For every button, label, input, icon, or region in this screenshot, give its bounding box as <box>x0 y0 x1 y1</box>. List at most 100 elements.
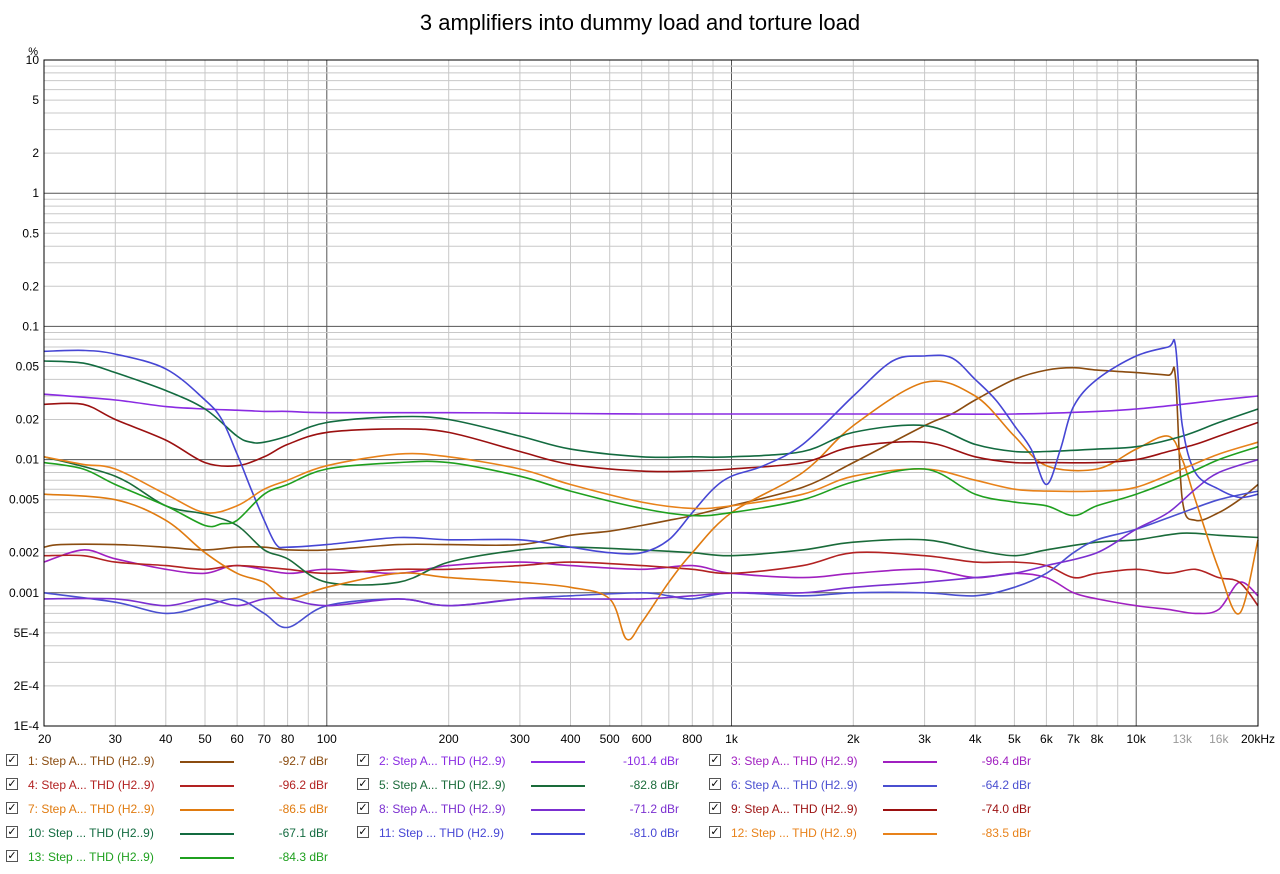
series-visibility-checkbox[interactable]: ✓ <box>709 825 721 838</box>
legend-series-name: 6: Step A... THD (H2..9) <box>731 778 858 792</box>
y-tick-label: 10 <box>26 53 40 67</box>
legend-color-swatch <box>531 785 585 787</box>
y-tick-label: 0.1 <box>22 319 39 333</box>
axis-ticks: 10 5 2 1 0.5 0.2 0.1 0.05 0.02 0.01 0.005 0.002 0.00… <box>9 53 1275 746</box>
y-tick-label: 2 <box>32 146 39 160</box>
y-tick-label: 0.5 <box>22 226 39 240</box>
x-tick-label: 4k <box>969 732 983 746</box>
legend: ✓ 1: Step A... THD (H2..9) -92.7 dBr ✓ 2: St… <box>0 752 1280 874</box>
legend-series-value: -64.2 dBr <box>981 778 1031 792</box>
legend-color-swatch <box>883 761 937 763</box>
series-visibility-checkbox[interactable]: ✓ <box>6 753 18 766</box>
x-tick-label: 800 <box>682 732 702 746</box>
series-line-2 <box>43 393 1259 415</box>
series-line-7 <box>43 380 1259 641</box>
x-tick-label: 100 <box>317 732 337 746</box>
y-tick-label: 0.2 <box>22 279 39 293</box>
x-tick-label: 5k <box>1008 732 1022 746</box>
x-tick-label: 400 <box>560 732 580 746</box>
plot-frame <box>43 59 1259 727</box>
legend-color-swatch <box>180 785 234 787</box>
y-tick-label: 1 <box>32 186 39 200</box>
series-visibility-checkbox[interactable]: ✓ <box>6 825 18 838</box>
legend-series-name: 7: Step A... THD (H2..9) <box>28 802 155 816</box>
x-tick-label: 6k <box>1040 732 1054 746</box>
x-tick-label: 20 <box>38 732 52 746</box>
legend-item-12: ✓ 12: Step ... THD (H2..9) -83.5 dBr <box>709 824 1039 844</box>
x-tick-label: 2k <box>847 732 861 746</box>
series-line-5 <box>43 456 1259 586</box>
legend-series-name: 2: Step A... THD (H2..9) <box>379 754 506 768</box>
series-visibility-checkbox[interactable]: ✓ <box>6 849 18 862</box>
x-tick-label: 60 <box>230 732 244 746</box>
series-line-13 <box>43 445 1259 528</box>
legend-color-swatch <box>531 833 585 835</box>
x-tick-label: 600 <box>632 732 652 746</box>
y-tick-label: 0.005 <box>9 493 39 507</box>
legend-item-10: ✓ 10: Step ... THD (H2..9) -67.1 dBr <box>6 824 336 844</box>
y-tick-label: 0.001 <box>9 586 39 600</box>
grid-lines <box>43 59 1259 727</box>
x-tick-label: 16k <box>1209 732 1229 746</box>
legend-item-13: ✓ 13: Step ... THD (H2..9) -84.3 dBr <box>6 848 336 868</box>
legend-color-swatch <box>883 833 937 835</box>
legend-series-name: 12: Step ... THD (H2..9) <box>731 826 857 840</box>
legend-color-swatch <box>883 785 937 787</box>
legend-item-9: ✓ 9: Step A... THD (H2..9) -74.0 dBr <box>709 800 1039 820</box>
legend-series-name: 5: Step A... THD (H2..9) <box>379 778 506 792</box>
series-visibility-checkbox[interactable]: ✓ <box>709 777 721 790</box>
x-tick-label: 30 <box>109 732 123 746</box>
series-visibility-checkbox[interactable]: ✓ <box>6 777 18 790</box>
legend-series-name: 3: Step A... THD (H2..9) <box>731 754 858 768</box>
series-visibility-checkbox[interactable]: ✓ <box>709 801 721 814</box>
legend-series-value: -84.3 dBr <box>278 850 328 864</box>
series-line-9 <box>43 402 1259 473</box>
series-visibility-checkbox[interactable]: ✓ <box>357 753 369 766</box>
legend-series-value: -74.0 dBr <box>981 802 1031 816</box>
y-tick-label: 5 <box>32 93 39 107</box>
y-tick-label: 1E-4 <box>14 719 40 733</box>
legend-item-11: ✓ 11: Step ... THD (H2..9) -81.0 dBr <box>357 824 687 844</box>
legend-series-value: -71.2 dBr <box>629 802 679 816</box>
legend-series-name: 10: Step ... THD (H2..9) <box>28 826 154 840</box>
y-axis-unit: % <box>28 46 38 58</box>
thd-chart: 3 amplifiers into dummy load and torture… <box>9 10 1275 746</box>
series-line-4 <box>43 551 1259 607</box>
legend-item-6: ✓ 6: Step A... THD (H2..9) -64.2 dBr <box>709 776 1039 796</box>
legend-color-swatch <box>180 809 234 811</box>
legend-color-swatch <box>180 833 234 835</box>
series-line-11 <box>43 338 1259 555</box>
legend-series-value: -67.1 dBr <box>278 826 328 840</box>
legend-series-value: -82.8 dBr <box>629 778 679 792</box>
legend-series-value: -83.5 dBr <box>981 826 1031 840</box>
series-visibility-checkbox[interactable]: ✓ <box>357 777 369 790</box>
series-line-12 <box>43 441 1259 514</box>
legend-color-swatch <box>180 761 234 763</box>
series-visibility-checkbox[interactable]: ✓ <box>6 801 18 814</box>
legend-color-swatch <box>883 809 937 811</box>
x-tick-label: 10k <box>1127 732 1147 746</box>
legend-series-value: -101.4 dBr <box>622 754 679 768</box>
x-tick-label: 8k <box>1091 732 1105 746</box>
x-tick-label: 70 <box>258 732 272 746</box>
y-tick-label: 5E-4 <box>14 626 40 640</box>
x-tick-label: 7k <box>1067 732 1081 746</box>
series-visibility-checkbox[interactable]: ✓ <box>709 753 721 766</box>
legend-series-name: 13: Step ... THD (H2..9) <box>28 850 154 864</box>
series-lines <box>43 338 1259 641</box>
y-tick-label: 0.002 <box>9 546 39 560</box>
x-tick-label: 3k <box>918 732 932 746</box>
x-tick-label: 300 <box>510 732 530 746</box>
series-visibility-checkbox[interactable]: ✓ <box>357 825 369 838</box>
x-tick-label: 40 <box>159 732 173 746</box>
legend-item-4: ✓ 4: Step A... THD (H2..9) -96.2 dBr <box>6 776 336 796</box>
y-tick-label: 0.02 <box>16 413 40 427</box>
legend-item-7: ✓ 7: Step A... THD (H2..9) -86.5 dBr <box>6 800 336 820</box>
x-tick-label: 13k <box>1173 732 1193 746</box>
series-visibility-checkbox[interactable]: ✓ <box>357 801 369 814</box>
series-line-8 <box>43 458 1259 607</box>
y-tick-label: 2E-4 <box>14 679 40 693</box>
legend-item-3: ✓ 3: Step A... THD (H2..9) -96.4 dBr <box>709 752 1039 772</box>
legend-series-name: 4: Step A... THD (H2..9) <box>28 778 155 792</box>
legend-series-name: 9: Step A... THD (H2..9) <box>731 802 858 816</box>
